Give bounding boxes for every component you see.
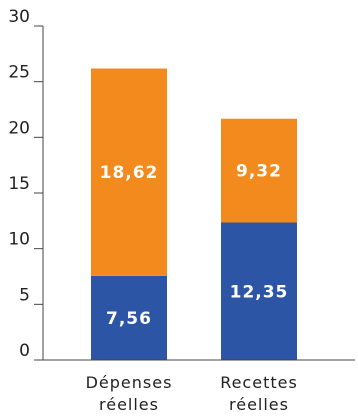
category-label: réelles [99, 395, 159, 414]
y-tick-label: 5 [19, 285, 30, 305]
category-label: Recettes [220, 373, 298, 392]
y-tick-label: 10 [8, 230, 30, 250]
data-label: 7,56 [106, 309, 152, 329]
bar-segment [91, 68, 167, 276]
category-label: réelles [229, 395, 289, 414]
bar-segment [221, 118, 297, 223]
category-label: Dépenses [86, 373, 173, 392]
data-label: 9,32 [236, 162, 282, 182]
y-tick-label: 20 [8, 118, 30, 138]
data-label: 12,35 [230, 282, 289, 302]
y-tick-label: 30 [8, 7, 30, 27]
y-tick-label: 0 [19, 341, 30, 361]
x-axis: Dépenses réelles Recettes réelles [43, 359, 355, 414]
y-axis: 0 5 10 15 20 25 30 [8, 7, 44, 361]
bars: 7,56 18,62 12,35 9,32 [91, 68, 297, 360]
y-tick-label: 25 [8, 63, 30, 83]
y-tick-label: 15 [8, 174, 30, 194]
bar-segment [91, 275, 167, 360]
bar-segment [221, 222, 297, 360]
data-label: 18,62 [100, 163, 159, 183]
